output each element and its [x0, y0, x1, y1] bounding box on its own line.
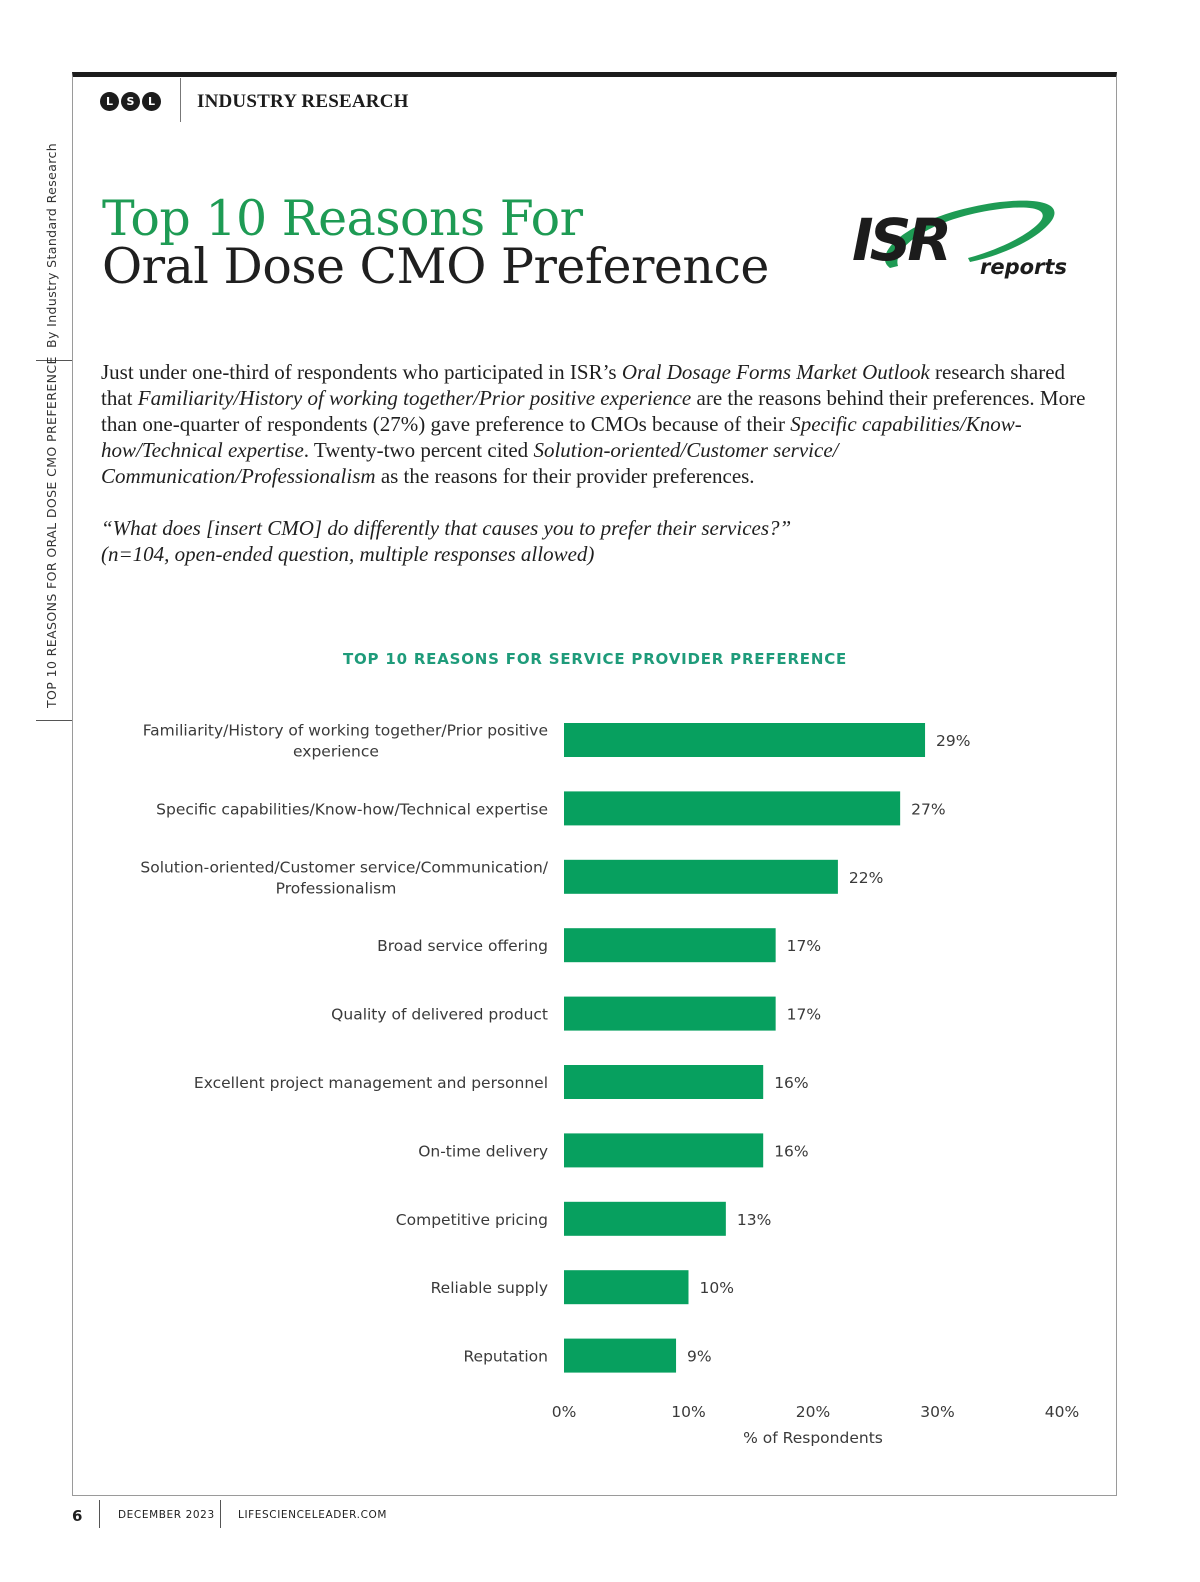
side-divider: [36, 720, 72, 721]
data-label: 9%: [687, 1348, 712, 1366]
website: LIFESCIENCELEADER.COM: [238, 1509, 388, 1521]
page-title-line2: Oral Dose CMO Preference: [102, 238, 769, 295]
bar: [564, 1201, 726, 1236]
data-label: 13%: [737, 1211, 771, 1229]
header-divider: [180, 78, 181, 122]
footer-divider: [99, 1500, 100, 1528]
data-label: 17%: [787, 1006, 821, 1024]
survey-question: “What does [insert CMO] do differently t…: [101, 515, 1086, 567]
bar: [564, 928, 776, 963]
bar: [564, 1270, 689, 1305]
byline-vertical: By Industry Standard Research: [44, 142, 59, 348]
logo-letter: L: [100, 92, 119, 111]
x-tick-label: 30%: [920, 1403, 954, 1421]
side-label: By Industry Standard Research TOP 10 REA…: [36, 143, 72, 721]
svg-text:ISR: ISR: [852, 206, 948, 274]
category-label: experience: [293, 743, 379, 761]
x-tick-label: 0%: [552, 1403, 577, 1421]
x-axis-title: % of Respondents: [743, 1429, 883, 1447]
category-label: Excellent project management and personn…: [194, 1074, 548, 1092]
data-label: 10%: [700, 1279, 734, 1297]
category-label: Solution-oriented/Customer service/Commu…: [140, 858, 548, 876]
logo-letter: S: [121, 92, 140, 111]
issue-date: DECEMBER 2023: [118, 1509, 215, 1521]
bar: [564, 859, 838, 894]
category-label: Specific capabilities/Know-how/Technical…: [156, 800, 548, 818]
footer-divider: [220, 1500, 221, 1528]
page-frame: [72, 72, 1117, 1496]
category-label: Professionalism: [276, 879, 397, 897]
intro-paragraph: Just under one-third of respondents who …: [101, 360, 1086, 488]
bar: [564, 723, 926, 757]
question-text: “What does [insert CMO] do differently t…: [101, 516, 792, 540]
x-tick-label: 20%: [796, 1403, 830, 1421]
page-title-line1: Top 10 Reasons For: [102, 190, 583, 247]
side-divider: [36, 360, 72, 361]
data-label: 29%: [936, 732, 970, 750]
category-label: Familiarity/History of working together/…: [143, 722, 548, 740]
bar: [564, 1338, 677, 1373]
page-number: 6: [72, 1507, 83, 1525]
data-label: 16%: [774, 1074, 808, 1092]
chart-title: TOP 10 REASONS FOR SERVICE PROVIDER PREF…: [342, 650, 848, 668]
x-tick-label: 40%: [1045, 1403, 1079, 1421]
data-label: 17%: [787, 937, 821, 955]
category-label: Reputation: [463, 1348, 548, 1366]
x-tick-label: 10%: [671, 1403, 705, 1421]
bar: [564, 996, 776, 1031]
isr-reports-logo: ISR reports: [852, 200, 1067, 279]
lsl-logo: L S L: [100, 92, 161, 111]
category-label: On-time delivery: [418, 1142, 548, 1160]
section-label: INDUSTRY RESEARCH: [197, 91, 409, 112]
bar: [564, 791, 901, 826]
category-label: Competitive pricing: [396, 1211, 548, 1229]
bar: [564, 1065, 764, 1099]
category-label: Reliable supply: [431, 1279, 548, 1297]
bar-chart: 29% Familiarity/History of working togeth…: [140, 722, 1079, 1448]
bar: [564, 1133, 764, 1168]
data-label: 22%: [849, 869, 883, 887]
category-label: Quality of delivered product: [331, 1006, 548, 1024]
data-label: 27%: [911, 800, 945, 818]
logo-letter: L: [142, 92, 161, 111]
question-note: (n=104, open-ended question, multiple re…: [101, 542, 595, 566]
svg-text:reports: reports: [980, 255, 1067, 279]
category-label: Broad service offering: [377, 937, 548, 955]
data-label: 16%: [774, 1142, 808, 1160]
